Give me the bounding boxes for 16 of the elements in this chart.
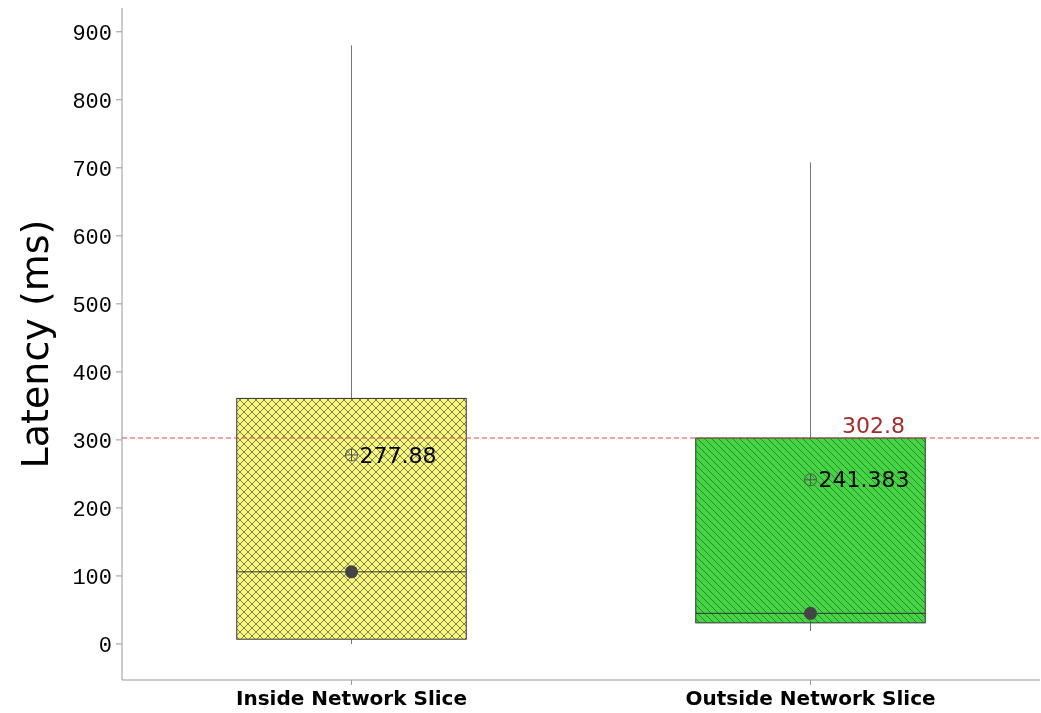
x-tick-label: Outside Network Slice [685,686,936,710]
y-tick-label: 700 [72,157,112,183]
annotation: 241.383 [818,467,910,493]
y-tick-label: 200 [72,497,112,523]
x-tick-label: Inside Network Slice [235,686,468,710]
ref-line-label: 302.8 [842,413,905,438]
y-tick-label: 0 [98,633,112,659]
annotation: 277.88 [359,442,437,468]
y-tick-label: 900 [72,21,112,47]
y-tick-label: 600 [72,225,112,251]
y-tick-label: 500 [72,293,112,319]
y-tick-label: 800 [72,89,112,115]
y-tick-label: 400 [72,361,112,387]
y-axis-title: Latency (ms) [13,219,57,469]
y-tick-label: 100 [72,565,112,591]
y-tick-label: 300 [72,429,112,455]
